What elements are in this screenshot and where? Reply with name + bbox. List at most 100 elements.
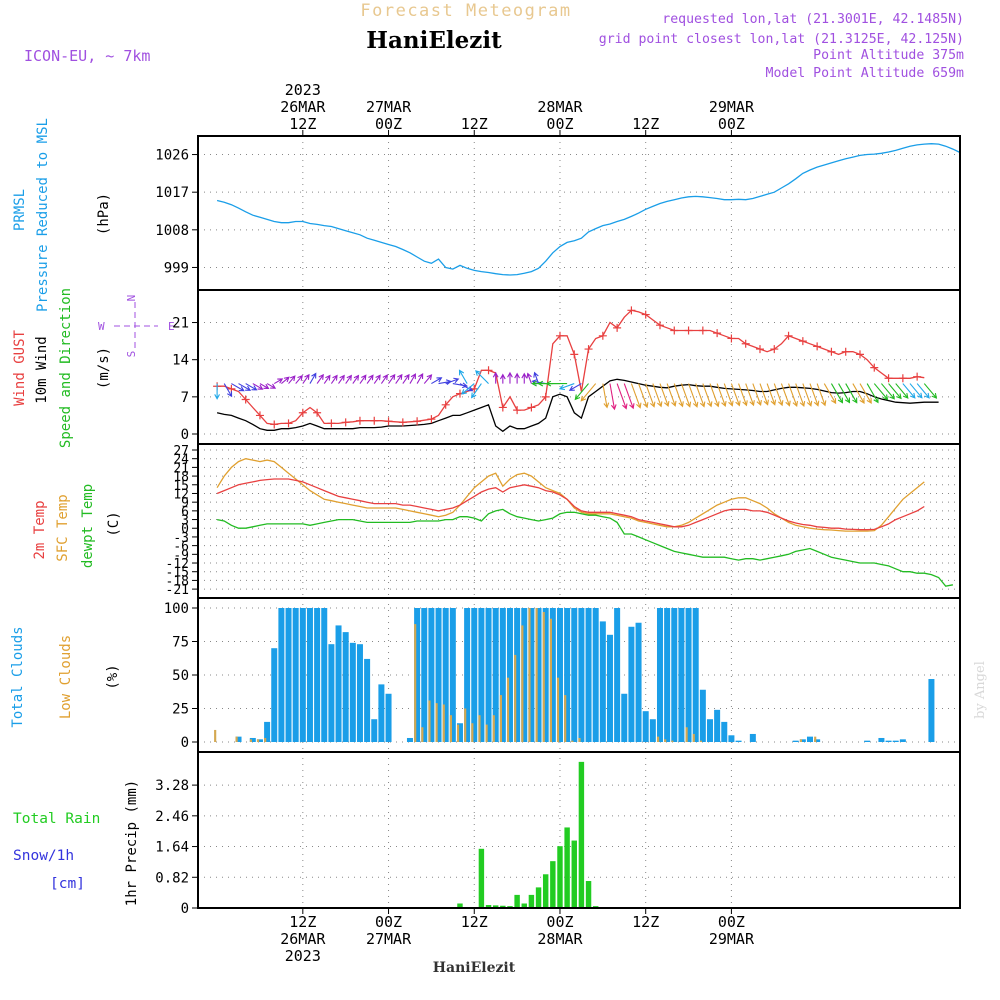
wind-gust-label: Wind GUST [12, 330, 28, 406]
wind-direction-arrow [352, 374, 360, 384]
wind-gust-marker [541, 392, 550, 401]
low-clouds-bar [699, 740, 702, 742]
temperature-tick-label: -6 [173, 540, 189, 555]
time-label-top: 26MAR [280, 98, 326, 116]
time-label-top: 27MAR [366, 98, 412, 116]
wind-direction-arrow [923, 383, 938, 399]
pressure-unit: (hPa) [96, 193, 112, 235]
data-layer [198, 143, 961, 909]
total-clouds-bar [264, 721, 271, 742]
low-clouds-bar [814, 736, 817, 742]
low-clouds-bar [485, 724, 488, 742]
sfc-temp-label: SFC Temp [55, 494, 71, 561]
temperature-tick-label: 6 [181, 505, 189, 520]
clouds-tick-label: 75 [172, 635, 189, 651]
temperature-tick-label: -15 [166, 566, 189, 581]
total-clouds-bar [506, 608, 513, 742]
wind-direction-arrow [745, 383, 755, 407]
requested-coords: requested lon,lat (21.3001E, 42.1485N) [662, 12, 964, 27]
wind-speed-line [216, 378, 939, 433]
wind-direction-arrow [895, 383, 909, 399]
total-clouds-bar [578, 608, 585, 742]
wind-direction-arrow [809, 383, 820, 407]
wind-direction-arrow [223, 383, 233, 398]
wind-gust-marker [684, 326, 693, 335]
clouds-tick-label: 100 [164, 601, 189, 617]
time-label-top: 00Z [546, 115, 573, 133]
wind-direction-arrow [309, 372, 317, 384]
wind-direction-arrow [526, 372, 532, 384]
wind-direction-arrow [214, 383, 220, 400]
gridpoint-coords: grid point closest lon,lat (21.3125E, 42… [599, 32, 964, 47]
time-label-bottom: 2023 [285, 947, 321, 965]
wind-direction-arrow [780, 383, 791, 407]
total-clouds-bar [928, 679, 935, 742]
time-label-top: 00Z [718, 115, 745, 133]
low-clouds-bar [535, 608, 538, 742]
wind-direction-arrow [338, 374, 345, 384]
wind-direction-arrow [273, 378, 284, 385]
time-label-top: 2023 [285, 81, 321, 99]
wind-gust-marker [755, 345, 764, 354]
wind-direction-arrow [295, 374, 303, 384]
low-clouds-bar [214, 729, 217, 742]
wind-direction-arrow [316, 373, 324, 384]
wind-direction-arrow [888, 383, 902, 400]
clouds-tick-label: 50 [172, 668, 189, 684]
precip-tick-label: 0 [181, 901, 189, 917]
wind-direction-arrow [402, 373, 410, 384]
wind-direction-arrow [507, 371, 513, 384]
wind-direction-arrow [521, 372, 528, 384]
total-clouds-bar [428, 608, 435, 742]
total-clouds-bar [735, 740, 742, 742]
wind-gust-marker [398, 418, 407, 427]
pressure-label-1: PRMSL [12, 189, 28, 231]
rain-bar [578, 761, 585, 908]
total-clouds-bar [899, 739, 906, 742]
total-clouds-bar [585, 608, 592, 742]
total-clouds-bar [692, 608, 699, 742]
wind-gust-marker [555, 331, 564, 340]
wind-direction-arrow [916, 383, 930, 399]
wind-gust-marker [370, 416, 379, 425]
wind-gust-marker [327, 419, 336, 428]
precip-tick-label: 1.64 [155, 840, 189, 856]
total-clouds-bar [635, 622, 642, 742]
total-clouds-bar [528, 608, 535, 742]
product-title: Forecast Meteogram [360, 1, 571, 21]
wind-gust-marker [527, 403, 536, 412]
wind-gust-marker [898, 374, 907, 383]
time-label-bottom: 12Z [632, 913, 659, 931]
total-clouds-bar [685, 608, 692, 742]
wind-direction-arrow [281, 376, 290, 384]
low-clouds-bar [464, 708, 467, 742]
wind-gust-marker [513, 406, 522, 415]
total-clouds-bar [549, 608, 556, 742]
low-clouds-bar [499, 695, 502, 742]
wind-direction-arrow [323, 374, 331, 384]
total-clouds-bar [378, 684, 385, 742]
wind-direction-arrow [845, 383, 858, 404]
low-clouds-bar [421, 727, 424, 742]
total-clouds-bar [299, 608, 306, 742]
wind-tick-label: 14 [172, 353, 189, 369]
wind-direction-arrow [638, 383, 649, 409]
wind-gust-marker [827, 347, 836, 356]
rain-bar [500, 905, 506, 908]
low-clouds-bar [799, 739, 802, 742]
total-clouds-bar [342, 632, 349, 742]
total-clouds-bar [256, 739, 263, 742]
wind-direction-arrow [759, 383, 769, 406]
rain-bar [528, 894, 535, 908]
total-clouds-bar [535, 608, 542, 742]
wind-gust-marker [784, 331, 793, 340]
wind-gust-marker [441, 400, 450, 409]
total-clouds-bar [235, 736, 242, 742]
precip-tick-label: 3.28 [155, 778, 189, 794]
wind-direction-arrow [423, 374, 433, 384]
low-clouds-bar [471, 723, 474, 742]
wind-direction-arrow [659, 383, 670, 408]
total-clouds-bar [385, 693, 392, 742]
wind-gust-marker [741, 339, 750, 348]
wind-gust-marker [384, 417, 393, 426]
